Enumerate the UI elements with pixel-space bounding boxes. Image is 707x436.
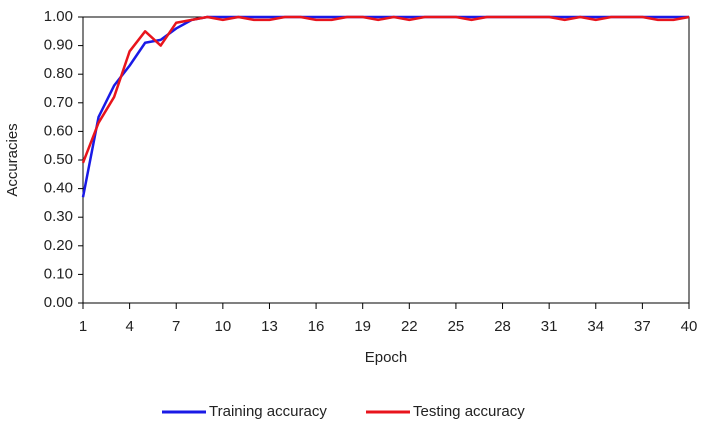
x-tick-label: 4 xyxy=(125,318,133,335)
x-tick-label: 25 xyxy=(448,318,465,335)
line-series xyxy=(81,15,690,164)
y-tick-label: 0.20 xyxy=(44,237,73,254)
x-tick-label: 16 xyxy=(308,318,325,335)
x-tick-label: 37 xyxy=(634,318,651,335)
y-tick-label: 0.00 xyxy=(44,294,73,311)
y-tick-label: 0.90 xyxy=(44,37,73,54)
x-tick-label: 28 xyxy=(494,318,511,335)
line-series xyxy=(81,15,689,198)
x-axis-label: Epoch xyxy=(365,349,408,366)
y-tick-label: 0.70 xyxy=(44,94,73,111)
x-tick-label: 7 xyxy=(172,318,180,335)
x-tick-label: 34 xyxy=(587,318,604,335)
x-tick-label: 1 xyxy=(79,318,87,335)
y-tick-label: 0.40 xyxy=(44,180,73,197)
y-tick-label: 0.10 xyxy=(44,265,73,282)
legend-label: Training accuracy xyxy=(209,403,327,420)
y-tick-label: 0.30 xyxy=(44,208,73,225)
x-tick-label: 13 xyxy=(261,318,278,335)
x-tick-label: 19 xyxy=(354,318,371,335)
x-tick-label: 40 xyxy=(681,318,698,335)
legend-label: Testing accuracy xyxy=(413,403,525,420)
y-axis-label: Accuracies xyxy=(4,123,21,196)
x-tick-label: 10 xyxy=(215,318,232,335)
x-tick-label: 22 xyxy=(401,318,418,335)
plot-frame xyxy=(82,16,690,304)
y-tick-label: 0.50 xyxy=(44,151,73,168)
y-tick-label: 0.60 xyxy=(44,122,73,139)
y-tick-label: 1.00 xyxy=(44,8,73,25)
x-tick-label: 31 xyxy=(541,318,558,335)
y-tick-label: 0.80 xyxy=(44,65,73,82)
